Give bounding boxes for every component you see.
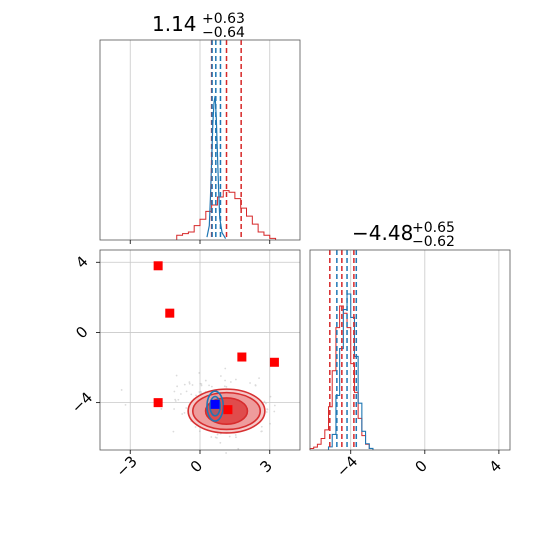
scatter-point — [173, 408, 176, 410]
scatter-point — [254, 384, 257, 387]
right-hist-blue-histogram — [327, 293, 374, 450]
scatter-point — [260, 425, 263, 428]
right-hist-title-plus: +0.65 — [412, 220, 455, 236]
scatter-point — [174, 400, 177, 402]
scatter-point — [175, 374, 178, 377]
scatter-point — [235, 378, 237, 381]
scatter-point — [219, 375, 222, 377]
scatter-point — [210, 436, 213, 438]
scatter-point — [210, 385, 213, 388]
scatter-point — [173, 390, 176, 393]
scatter-point — [258, 377, 260, 379]
scatter-point — [190, 393, 193, 396]
scatter-point — [215, 436, 218, 439]
scatter-point — [191, 384, 194, 386]
scatter-point — [224, 379, 226, 382]
marker-square-6 — [210, 399, 220, 409]
scatter-point — [234, 434, 237, 436]
right-hist-background — [310, 250, 510, 450]
right-hist-xtick-label-2: 4 — [486, 457, 505, 476]
scatter-point — [176, 385, 179, 388]
marker-square-1 — [165, 308, 175, 318]
scatter-point — [266, 408, 269, 411]
scatter-point — [199, 382, 202, 385]
marker-square-2 — [237, 352, 247, 362]
scatter-point — [273, 404, 276, 407]
scatter-point — [200, 384, 203, 387]
scatter-point — [235, 436, 237, 439]
scatter-point — [254, 384, 257, 386]
right-hist-title-value: −4.48 — [352, 221, 413, 245]
scatter-point — [183, 383, 186, 386]
scatter-point — [269, 395, 272, 398]
scatter-point — [204, 379, 207, 382]
scatter-point — [177, 398, 180, 401]
marker-square-5 — [223, 405, 233, 415]
scatter-point — [185, 390, 188, 393]
scatter-point — [198, 430, 201, 433]
scatter-point — [216, 433, 219, 436]
scatter-point — [195, 394, 197, 397]
scatter-point — [208, 384, 210, 387]
scatter-point — [237, 447, 240, 450]
scatter-point — [194, 426, 197, 428]
right-hist-xtick-label-1: 0 — [412, 457, 431, 476]
scatter-xtick-label-2: 3 — [256, 457, 275, 476]
right-hist-title-minus: −0.62 — [412, 234, 455, 250]
scatter-point — [219, 441, 222, 444]
scatter-point — [224, 367, 227, 370]
scatter-point — [265, 411, 268, 413]
scatter-point — [200, 383, 203, 385]
scatter-point — [124, 403, 127, 406]
scatter-point — [199, 390, 202, 393]
scatter-point — [260, 430, 263, 433]
scatter-point — [249, 382, 251, 384]
scatter-point — [183, 411, 186, 414]
top-hist-red-histogram — [176, 190, 277, 240]
scatter-point — [265, 402, 267, 405]
scatter-point — [225, 385, 228, 388]
scatter-point — [188, 382, 191, 385]
scatter-point — [172, 430, 175, 433]
marker-square-4 — [153, 398, 163, 408]
scatter-point — [269, 422, 271, 425]
scatter-point — [198, 391, 201, 393]
scatter-point — [225, 452, 227, 454]
scatter-ytick-label-0: 4 — [72, 253, 91, 272]
top-hist-title-value: 1.14 — [152, 12, 197, 36]
marker-square-3 — [269, 357, 279, 367]
blue-contour-level-1 — [206, 390, 225, 422]
scatter-point — [266, 408, 269, 411]
scatter-point — [228, 435, 231, 438]
scatter-point — [223, 385, 226, 388]
scatter-xtick-label-1: 0 — [187, 457, 206, 476]
scatter-xtick-label-0: −3 — [113, 452, 141, 480]
scatter-point — [214, 436, 217, 439]
top-hist-title: 1.14 +0.63−0.64 — [152, 11, 245, 41]
scatter-point — [260, 430, 263, 433]
marker-square-0 — [153, 261, 163, 271]
right-hist-title: −4.48+0.65−0.62 — [352, 220, 455, 250]
top-hist-title-plus: +0.63 — [202, 11, 245, 27]
top-hist-title-minus: −0.64 — [202, 25, 245, 41]
scatter-point — [188, 381, 191, 384]
scatter-point — [179, 393, 182, 395]
scatter-point — [273, 410, 276, 413]
scatter-point — [174, 398, 177, 401]
scatter-ytick-label-1: 0 — [72, 323, 91, 342]
scatter-point — [229, 381, 232, 383]
right-hist-frame — [309, 249, 511, 451]
scatter-point — [160, 408, 163, 410]
scatter-ytick-label-2: −4 — [68, 388, 96, 416]
scatter-point — [263, 400, 266, 403]
right-hist-xtick-label-0: −4 — [333, 452, 361, 480]
scatter-point — [181, 413, 184, 415]
scatter-point — [120, 389, 123, 391]
scatter-point — [198, 372, 201, 374]
scatter-point — [185, 407, 188, 409]
